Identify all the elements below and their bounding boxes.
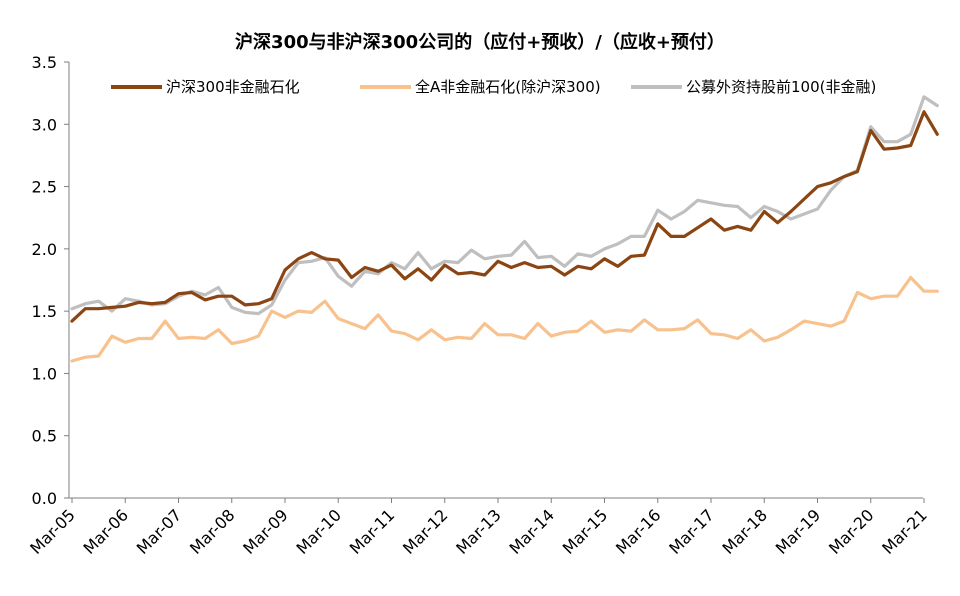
x-tick-label: Mar-11 [346, 505, 399, 558]
y-tick-label: 2.0 [32, 240, 57, 259]
x-tick-label: Mar-17 [665, 505, 718, 558]
x-tick-label: Mar-13 [452, 505, 505, 558]
x-tick-label: Mar-12 [399, 505, 452, 558]
y-axis: 0.0 0.5 1.0 1.5 2.0 2.5 3.0 3.5 [32, 53, 70, 508]
series-line-2 [70, 95, 939, 316]
x-tick-label: Mar-19 [772, 505, 825, 558]
x-tick-label: Mar-08 [186, 505, 239, 558]
x-tick-label: Mar-15 [559, 505, 612, 558]
x-tick-label: Mar-09 [239, 505, 292, 558]
series-line-1 [70, 275, 939, 363]
series-lines [70, 95, 939, 363]
x-tick-label: Mar-18 [719, 505, 772, 558]
x-tick-label: Mar-06 [80, 505, 133, 558]
x-tick-label: Mar-05 [26, 505, 79, 558]
legend-label-0: 沪深300非金融石化 [166, 78, 300, 96]
chart-title: 沪深300与非沪深300公司的（应付+预收）/（应收+预付） [235, 31, 725, 53]
y-tick-label: 1.5 [32, 302, 57, 321]
y-tick-label: 2.5 [32, 178, 57, 197]
x-tick-label: Mar-10 [293, 505, 346, 558]
x-axis: Mar-05 Mar-06 Mar-07 Mar-08 Mar-09 Mar-10 Mar-… [26, 497, 931, 558]
y-tick-label: 0.5 [32, 427, 57, 446]
x-tick-label: Mar-14 [506, 505, 559, 558]
x-tick-label: Mar-21 [878, 505, 931, 558]
series-line-0 [70, 110, 939, 323]
y-tick-label: 0.0 [32, 489, 57, 508]
x-tick-label: Mar-07 [133, 505, 186, 558]
legend: 沪深300非金融石化 全A非金融石化(除沪深300) 公募外资持股前100(非金融) [111, 78, 876, 96]
y-tick-label: 3.0 [32, 115, 57, 134]
y-tick-label: 1.0 [32, 364, 57, 383]
x-tick-label: Mar-20 [825, 505, 878, 558]
y-tick-label: 3.5 [32, 53, 57, 72]
x-tick-label: Mar-16 [612, 505, 665, 558]
legend-label-2: 公募外资持股前100(非金融) [686, 78, 876, 96]
legend-label-1: 全A非金融石化(除沪深300) [415, 78, 601, 96]
